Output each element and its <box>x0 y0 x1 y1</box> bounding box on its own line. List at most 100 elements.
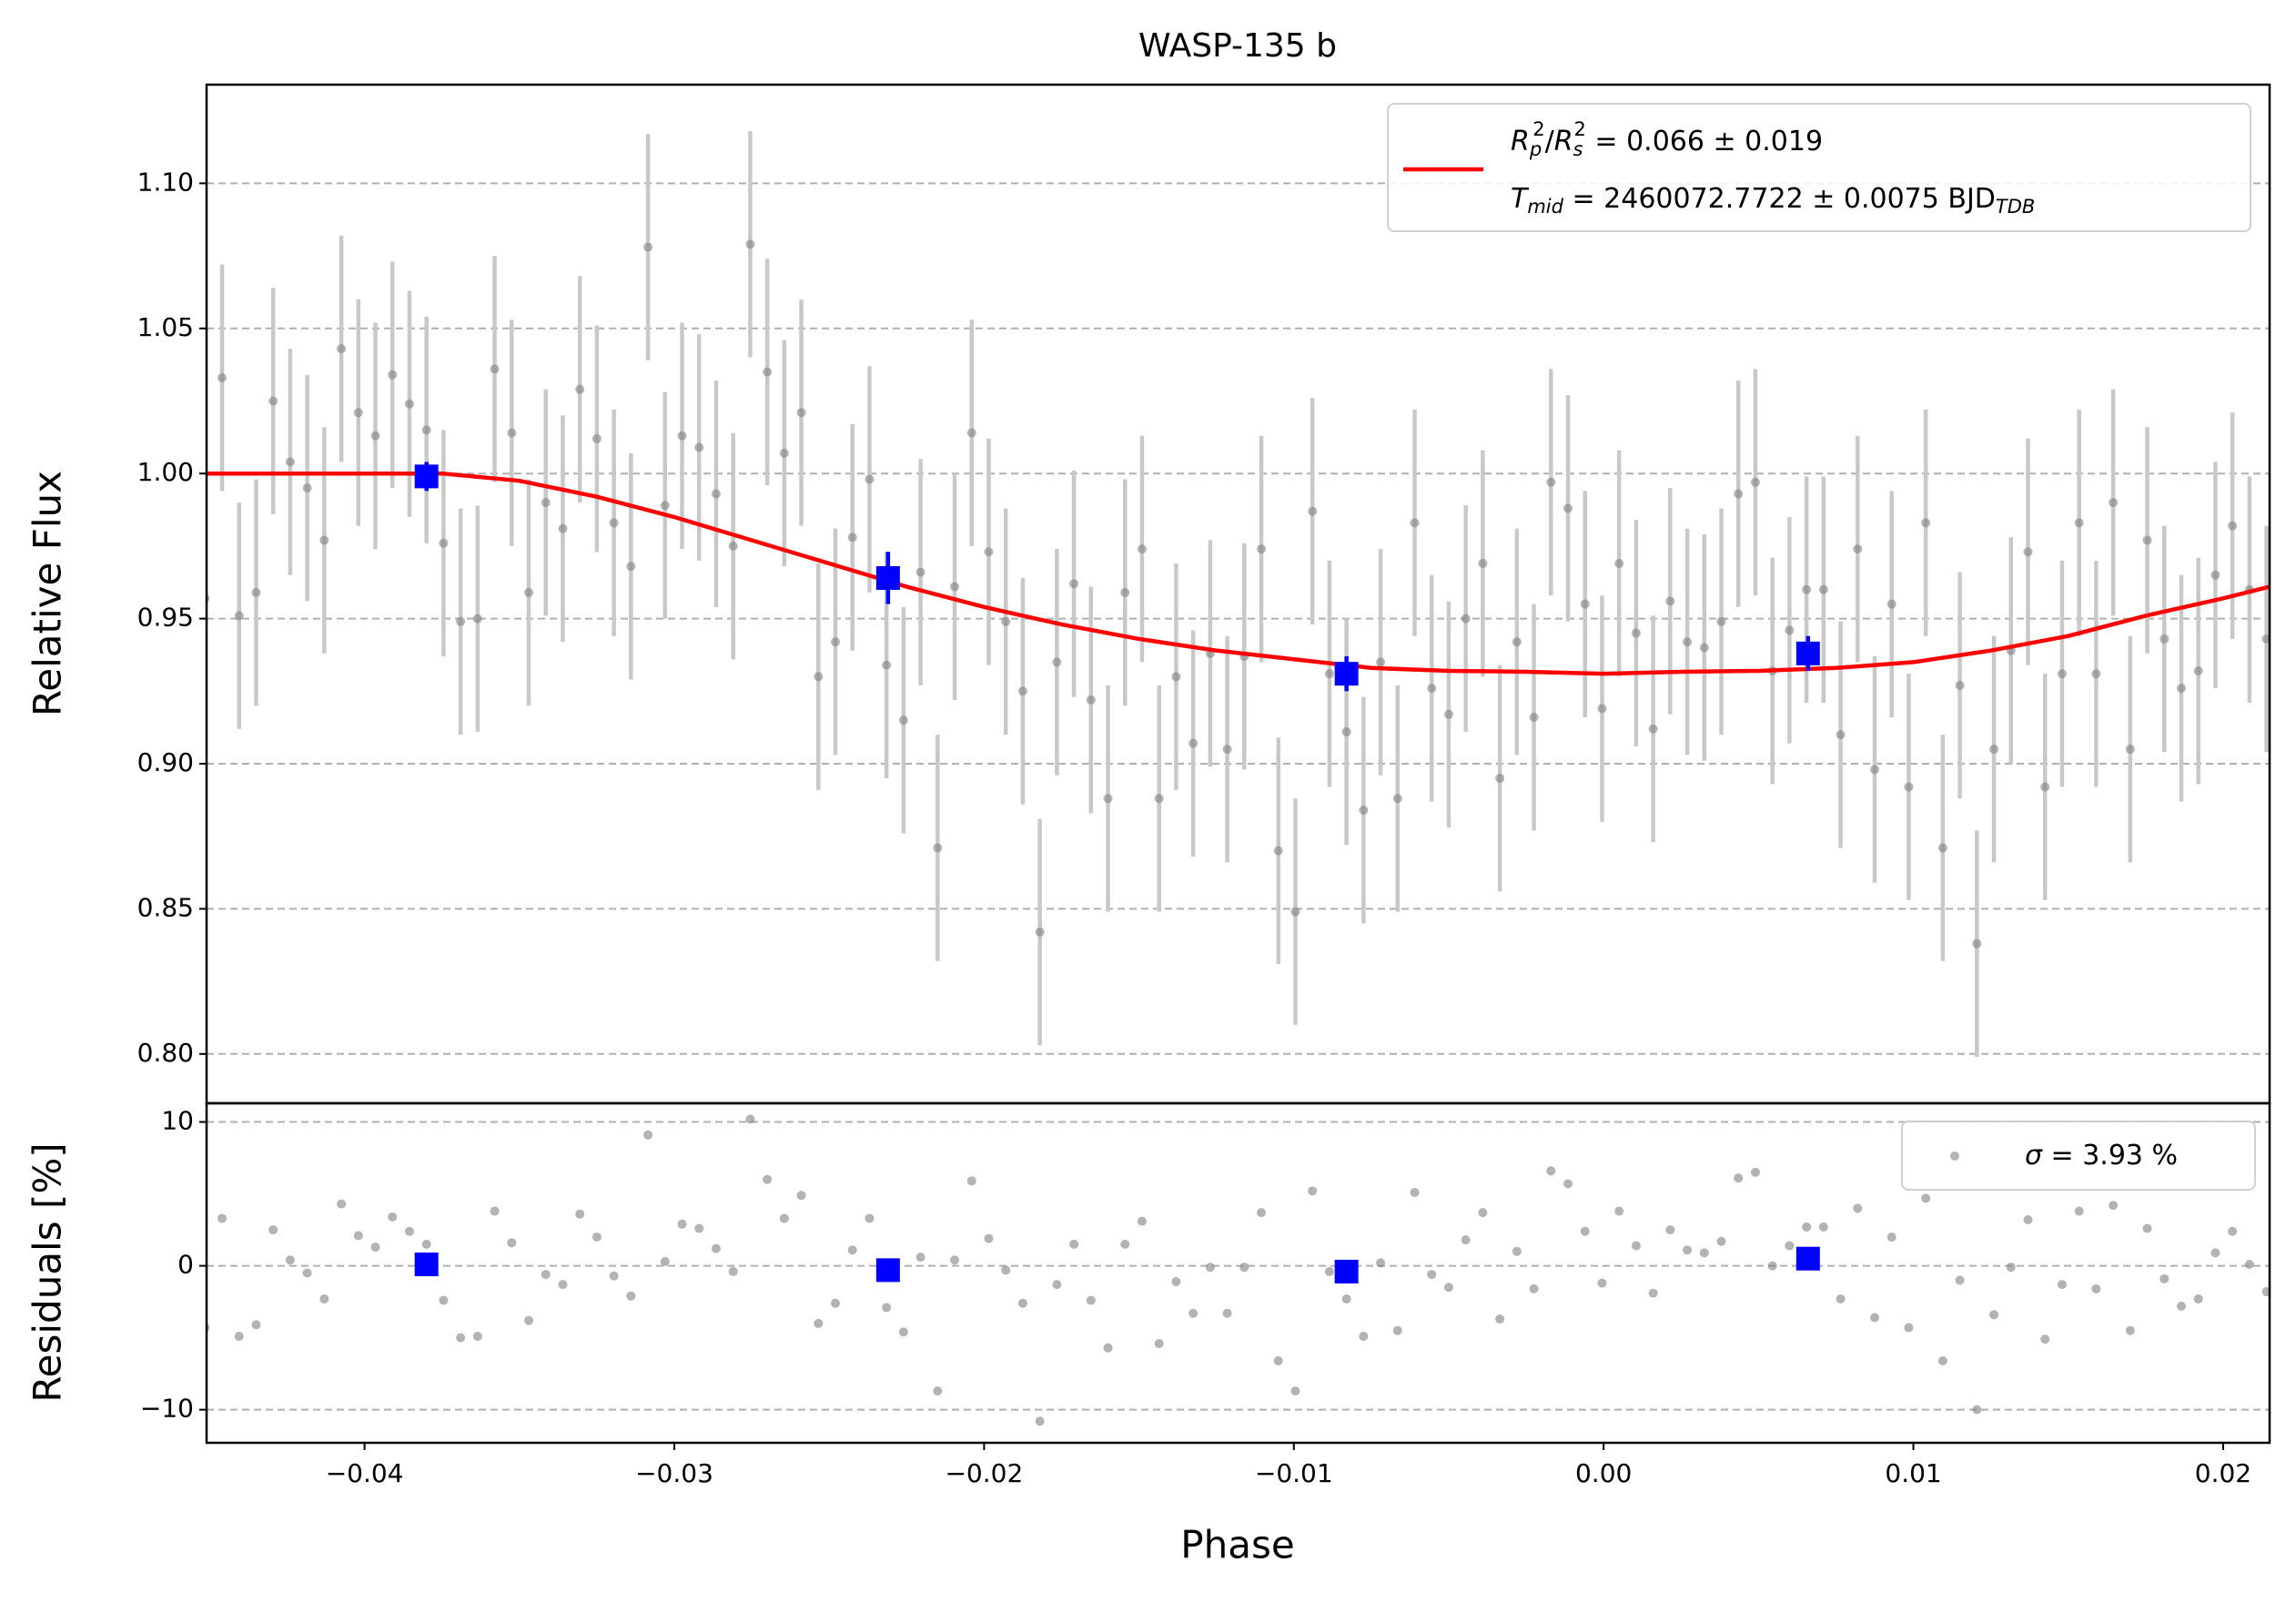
data-point <box>1921 518 1931 528</box>
data-point <box>1955 680 1965 690</box>
data-point <box>1597 1278 1607 1288</box>
data-point <box>1716 616 1726 626</box>
data-point <box>217 1213 228 1223</box>
data-point <box>2244 1260 2254 1270</box>
data-point <box>1546 477 1556 487</box>
data-point <box>1443 1283 1453 1293</box>
data-point <box>472 614 482 624</box>
data-point <box>2176 684 2186 694</box>
data-point <box>1563 1179 1573 1189</box>
data-point <box>2261 1287 2270 1297</box>
data-point <box>1648 1288 1658 1298</box>
data-point <box>1324 1266 1334 1276</box>
data-point <box>1392 794 1402 804</box>
y-tick-label: 1.00 <box>137 457 194 487</box>
data-point <box>490 1206 500 1216</box>
data-point <box>1972 938 1982 949</box>
data-point <box>966 1176 976 1186</box>
x-tick-label: 0.02 <box>2195 1458 2251 1488</box>
data-point <box>421 1239 431 1249</box>
data-point <box>1665 596 1675 606</box>
data-point <box>1683 637 1693 647</box>
data-point <box>337 344 347 354</box>
y-tick-label: −10 <box>140 1394 194 1424</box>
data-point <box>1870 765 1880 775</box>
data-point <box>558 523 568 533</box>
plot-area <box>207 1114 2270 1426</box>
data-point <box>207 594 210 603</box>
data-point <box>745 239 755 249</box>
data-point <box>1273 846 1283 856</box>
y-tick-label: 0.95 <box>137 603 194 633</box>
data-point <box>1273 1355 1283 1365</box>
y-axis-label: Relative Flux <box>25 471 70 716</box>
data-point <box>1870 1313 1880 1323</box>
data-point <box>1257 544 1267 554</box>
legend-text: 2 <box>1574 118 1586 140</box>
data-point <box>302 483 312 493</box>
x-tick-label: 0.01 <box>1885 1458 1941 1488</box>
data-point <box>1308 506 1318 516</box>
data-point <box>1154 794 1164 804</box>
data-point <box>1802 1222 1812 1232</box>
data-point <box>1222 1308 1232 1318</box>
data-point <box>796 408 806 418</box>
data-point <box>2228 521 2238 531</box>
data-point <box>1222 745 1232 755</box>
data-point <box>2109 1201 2119 1211</box>
y-tick-label: 0.80 <box>137 1038 194 1068</box>
data-point <box>1341 726 1351 736</box>
data-point <box>1972 1405 1982 1415</box>
data-point <box>490 364 500 374</box>
data-point <box>2091 1283 2101 1294</box>
binned-point <box>1795 1246 1820 1271</box>
data-point <box>1767 1261 1777 1271</box>
data-point <box>1631 628 1641 638</box>
data-point <box>711 1243 721 1253</box>
data-point <box>677 1219 687 1229</box>
data-point <box>1171 672 1181 682</box>
data-point <box>1904 782 1914 792</box>
data-point <box>1239 1263 1249 1273</box>
data-point <box>1359 1332 1369 1342</box>
y-axis-label: Residuals [%] <box>25 1142 70 1402</box>
data-point <box>2109 498 2119 508</box>
data-point <box>1478 559 1488 569</box>
data-point <box>711 489 721 499</box>
data-point <box>285 457 295 467</box>
data-point <box>1103 1343 1113 1353</box>
data-point <box>1734 489 1744 499</box>
data-point <box>2074 518 2084 528</box>
data-point <box>541 1270 551 1280</box>
data-point <box>2228 1226 2238 1236</box>
data-point <box>302 1268 312 1278</box>
data-point <box>1052 657 1062 667</box>
data-point <box>1035 927 1045 937</box>
data-point <box>575 384 585 394</box>
data-point <box>1802 584 1812 594</box>
data-point <box>541 498 551 508</box>
data-point <box>984 1233 994 1243</box>
data-point <box>1529 712 1539 722</box>
data-point <box>456 1333 466 1343</box>
data-point <box>814 672 824 682</box>
data-point <box>1188 1308 1199 1318</box>
data-point <box>882 660 892 670</box>
chart-title: WASP-135 b <box>1138 27 1337 65</box>
data-point <box>2023 547 2033 557</box>
data-point <box>1495 1314 1505 1324</box>
data-point <box>2210 570 2220 580</box>
data-point <box>609 518 619 528</box>
data-point <box>830 637 840 647</box>
data-point <box>882 1303 892 1313</box>
data-point <box>1563 503 1573 513</box>
data-point <box>234 611 244 621</box>
data-point <box>1597 704 1607 714</box>
data-point <box>984 547 994 557</box>
legend-text: R <box>1511 126 1530 157</box>
data-point <box>2210 1248 2220 1258</box>
data-point <box>1359 806 1369 816</box>
data-point <box>2176 1301 2186 1311</box>
data-point <box>319 535 329 545</box>
data-point <box>1937 1355 1947 1365</box>
